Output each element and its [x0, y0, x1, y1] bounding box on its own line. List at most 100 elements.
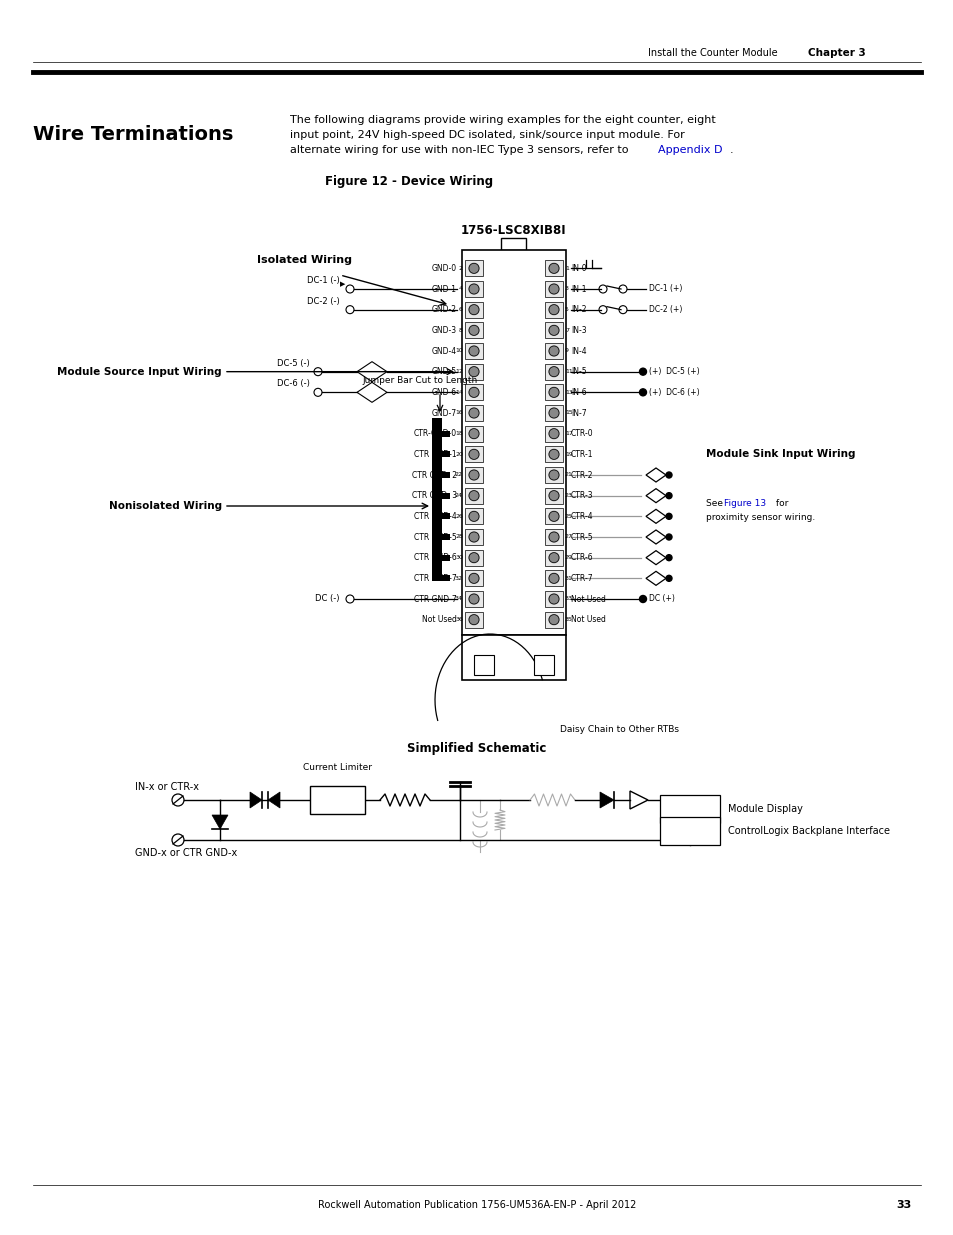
Text: 35: 35: [564, 618, 572, 622]
Text: GND-6: GND-6: [432, 388, 456, 396]
Text: Chapter 3: Chapter 3: [807, 48, 864, 58]
Text: DC-1 (+): DC-1 (+): [648, 284, 681, 294]
Text: CTR-7: CTR-7: [571, 574, 593, 583]
Bar: [464, 343, 482, 359]
Text: ControlLogix Backplane Interface: ControlLogix Backplane Interface: [727, 826, 889, 836]
Bar: [464, 529, 482, 545]
Circle shape: [548, 532, 558, 542]
Circle shape: [548, 284, 558, 294]
Text: (+)  DC-6 (+): (+) DC-6 (+): [648, 388, 699, 396]
Text: CTR-2: CTR-2: [571, 471, 593, 479]
Text: 9: 9: [564, 348, 568, 353]
Circle shape: [548, 450, 558, 459]
Circle shape: [548, 615, 558, 625]
Circle shape: [665, 555, 671, 561]
Circle shape: [469, 408, 478, 417]
Text: DC (+): DC (+): [648, 594, 674, 604]
Text: Module Sink Input Wiring: Module Sink Input Wiring: [705, 450, 855, 459]
Text: GND-1: GND-1: [432, 284, 456, 294]
Text: GND-5: GND-5: [432, 367, 456, 377]
Bar: [544, 363, 562, 379]
Bar: [464, 384, 482, 400]
Bar: [464, 592, 482, 606]
Text: Daisy Chain to Other RTBs: Daisy Chain to Other RTBs: [559, 725, 679, 735]
Text: Isolated Wiring: Isolated Wiring: [257, 254, 352, 266]
Text: Wire Terminations: Wire Terminations: [33, 125, 233, 144]
Text: DC-5 (-): DC-5 (-): [277, 358, 310, 368]
Text: .: .: [729, 144, 733, 156]
Bar: [461, 635, 565, 680]
Text: Not Used: Not Used: [421, 615, 456, 624]
Bar: [432, 514, 450, 520]
Bar: [464, 571, 482, 587]
Text: 36: 36: [455, 618, 462, 622]
Text: DC-1 (-): DC-1 (-): [307, 275, 339, 285]
Text: Nonisolated Wiring: Nonisolated Wiring: [109, 501, 222, 511]
Text: 26: 26: [455, 514, 462, 519]
Text: 11: 11: [564, 369, 572, 374]
Circle shape: [469, 553, 478, 563]
Bar: [432, 555, 450, 561]
Circle shape: [665, 534, 671, 540]
Text: input point, 24V high-speed DC isolated, sink/source input module. For: input point, 24V high-speed DC isolated,…: [290, 130, 684, 140]
Bar: [544, 592, 562, 606]
Text: 5: 5: [564, 308, 568, 312]
Text: CTR GND-6: CTR GND-6: [414, 553, 456, 562]
Circle shape: [639, 595, 646, 603]
Text: CTR GND-7: CTR GND-7: [414, 594, 456, 604]
Circle shape: [548, 511, 558, 521]
Circle shape: [469, 471, 478, 480]
Text: 2: 2: [458, 266, 462, 270]
Bar: [432, 493, 450, 499]
Circle shape: [548, 325, 558, 336]
Circle shape: [469, 490, 478, 500]
Text: DC (-): DC (-): [315, 594, 339, 604]
Text: GND-7: GND-7: [432, 409, 456, 417]
Circle shape: [469, 284, 478, 294]
Text: 32: 32: [455, 576, 462, 580]
Text: IN-5: IN-5: [571, 367, 586, 377]
Bar: [544, 571, 562, 587]
Circle shape: [548, 305, 558, 315]
Bar: [544, 446, 562, 462]
Text: 12: 12: [455, 369, 462, 374]
Bar: [544, 529, 562, 545]
Text: proximity sensor wiring.: proximity sensor wiring.: [705, 514, 815, 522]
Polygon shape: [268, 792, 280, 808]
Circle shape: [469, 594, 478, 604]
Bar: [464, 301, 482, 317]
Text: 4: 4: [458, 287, 462, 291]
Text: 22: 22: [455, 473, 462, 478]
Text: 34: 34: [455, 597, 462, 601]
Bar: [544, 611, 562, 627]
Text: IN-4: IN-4: [571, 347, 586, 356]
Text: CTR-1: CTR-1: [571, 450, 593, 459]
Bar: [432, 431, 450, 437]
Circle shape: [548, 263, 558, 273]
Bar: [544, 322, 562, 338]
Text: 15: 15: [564, 410, 572, 415]
Text: 3: 3: [564, 287, 568, 291]
Text: 14: 14: [455, 390, 462, 395]
Circle shape: [469, 263, 478, 273]
Text: CTR-6: CTR-6: [571, 553, 593, 562]
Bar: [544, 550, 562, 566]
Circle shape: [469, 429, 478, 438]
Text: 7: 7: [564, 327, 568, 333]
Text: IN-3: IN-3: [571, 326, 586, 335]
Circle shape: [665, 472, 671, 478]
Bar: [464, 322, 482, 338]
Text: CTR GND-1: CTR GND-1: [414, 450, 456, 459]
Circle shape: [548, 367, 558, 377]
Circle shape: [548, 553, 558, 563]
Text: Jumper Bar Cut to Length: Jumper Bar Cut to Length: [362, 375, 477, 385]
Text: 33: 33: [896, 1200, 911, 1210]
Bar: [544, 282, 562, 296]
Bar: [474, 655, 494, 676]
Circle shape: [469, 450, 478, 459]
Text: Figure 13: Figure 13: [723, 499, 765, 509]
Text: ▶: ▶: [339, 282, 345, 287]
Text: (+)  DC-5 (+): (+) DC-5 (+): [648, 367, 699, 377]
Circle shape: [548, 346, 558, 356]
Circle shape: [548, 429, 558, 438]
